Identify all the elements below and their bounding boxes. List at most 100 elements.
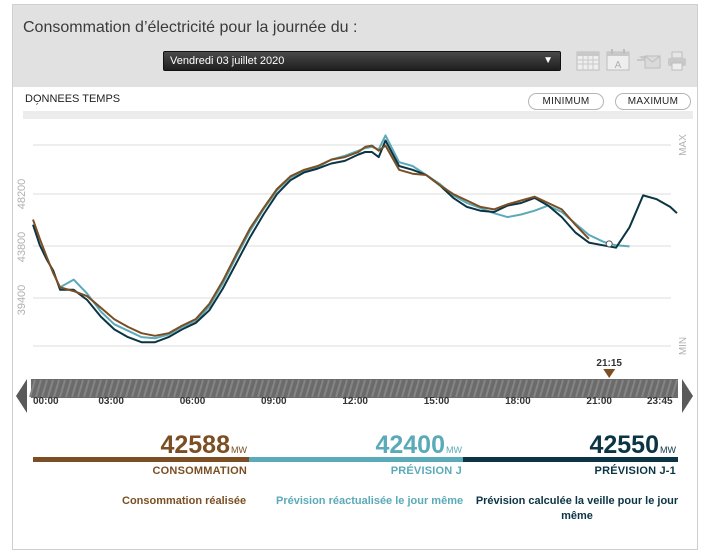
hatch-stroke [569, 379, 576, 398]
hatch-stroke [539, 379, 546, 398]
scroll-right-arrow[interactable] [682, 379, 693, 413]
hatch-stroke [473, 379, 480, 398]
hatch-stroke [341, 379, 348, 398]
hatch-stroke [545, 379, 552, 398]
kpi-color-bar [33, 457, 249, 462]
hatch-stroke [131, 379, 138, 398]
kpi-description: Prévision calculée la veille pour le jou… [475, 495, 679, 522]
print-icon[interactable] [667, 51, 687, 71]
hatch-stroke [347, 379, 354, 398]
hatch-stroke [215, 379, 222, 398]
hatch-stroke [263, 379, 270, 398]
hatch-stroke [503, 379, 510, 398]
x-tick-label: 15:00 [423, 396, 450, 407]
hatch-stroke [641, 379, 648, 398]
hatch-stroke [581, 379, 588, 398]
selected-date: Vendredi 03 juillet 2020 [170, 55, 285, 67]
y-max-label: MAX [678, 134, 689, 156]
hatch-stroke [665, 379, 672, 398]
calendar-a-icon[interactable]: A [606, 49, 630, 71]
hatch-stroke [41, 379, 48, 398]
y-min-label: MIN [678, 337, 689, 355]
page-title: Consommation d’électricité pour la journ… [23, 19, 358, 36]
hatch-stroke [173, 379, 180, 398]
kpi-description: Consommation réalisée [122, 495, 247, 507]
hatch-stroke [65, 379, 72, 398]
hatch-stroke [221, 379, 228, 398]
hatch-stroke [653, 379, 660, 398]
x-tick-label: 06:00 [179, 396, 206, 407]
hatch-stroke [407, 379, 414, 398]
prevision-j-line [59, 134, 630, 340]
hatch-stroke [461, 379, 468, 398]
hatch-stroke [419, 379, 426, 398]
x-tick-label: 18:00 [505, 396, 531, 407]
kpi-number: 42550 [589, 431, 659, 459]
hatch-stroke [257, 379, 264, 398]
hatch-stroke [383, 379, 390, 398]
hatch-stroke [209, 379, 216, 398]
cursor-marker[interactable] [603, 369, 616, 378]
scroll-left-arrow[interactable] [16, 379, 27, 413]
chart-top-divider [23, 111, 693, 119]
hatch-stroke [203, 379, 210, 398]
hatch-stroke [659, 379, 666, 398]
hatch-stroke [107, 379, 114, 398]
date-select[interactable]: Vendredi 03 juillet 2020 ▼ [163, 51, 561, 71]
hatch-stroke [101, 379, 108, 398]
hatch-stroke [149, 379, 156, 398]
hatch-stroke [455, 379, 462, 398]
x-tick-label: 21:00 [586, 396, 612, 407]
hatch-stroke [233, 379, 240, 398]
hatch-stroke [89, 379, 96, 398]
hatch-stroke [599, 379, 606, 398]
hatch-stroke [449, 379, 456, 398]
hatch-stroke [671, 379, 678, 398]
y-tick-label: 39400 [16, 285, 28, 316]
hatch-stroke [359, 379, 366, 398]
hatch-stroke [143, 379, 150, 398]
kpi-number: 42400 [375, 431, 445, 459]
hatch-stroke [425, 379, 432, 398]
x-tick-label: 23:45 [647, 396, 673, 407]
maximum-button[interactable]: MAXIMUM [615, 93, 691, 110]
hatch-stroke [605, 379, 612, 398]
hatch-stroke [515, 379, 522, 398]
hatch-stroke [335, 379, 342, 398]
hatch-stroke [155, 379, 162, 398]
hatch-stroke [587, 379, 594, 398]
hatch-stroke [623, 379, 630, 398]
minimum-button[interactable]: MINIMUM [528, 93, 604, 110]
kpi-value: 42550MW [589, 430, 676, 465]
hatch-stroke [71, 379, 78, 398]
hatch-stroke [293, 379, 300, 398]
hatch-stroke [629, 379, 636, 398]
hatch-stroke [305, 379, 312, 398]
hatch-stroke [83, 379, 90, 398]
hatch-stroke [113, 379, 120, 398]
consommation-line [32, 144, 590, 337]
hatch-stroke [77, 379, 84, 398]
hatch-stroke [167, 379, 174, 398]
hatch-stroke [617, 379, 624, 398]
calendar-grid-icon[interactable] [576, 49, 600, 71]
svg-text:A: A [615, 60, 622, 71]
hatch-stroke [377, 379, 384, 398]
hatch-stroke [563, 379, 570, 398]
hatch-stroke [401, 379, 408, 398]
hatch-stroke [53, 379, 60, 398]
hatch-stroke [611, 379, 618, 398]
hatch-stroke [443, 379, 450, 398]
kpi-color-bar [463, 457, 678, 462]
mail-icon[interactable] [637, 53, 661, 69]
hatch-stroke [137, 379, 144, 398]
time-scrubber[interactable]: 21:15 [16, 358, 693, 413]
kpi-color-bar [249, 457, 463, 462]
header-bar: Consommation d’électricité pour la journ… [13, 5, 697, 87]
hatch-stroke [365, 379, 372, 398]
hatch-stroke [35, 379, 42, 398]
hatch-stroke [227, 379, 234, 398]
hatch-stroke [317, 379, 324, 398]
kpi-label: PRÉVISION J [390, 465, 462, 477]
x-tick-label: 03:00 [98, 396, 124, 407]
